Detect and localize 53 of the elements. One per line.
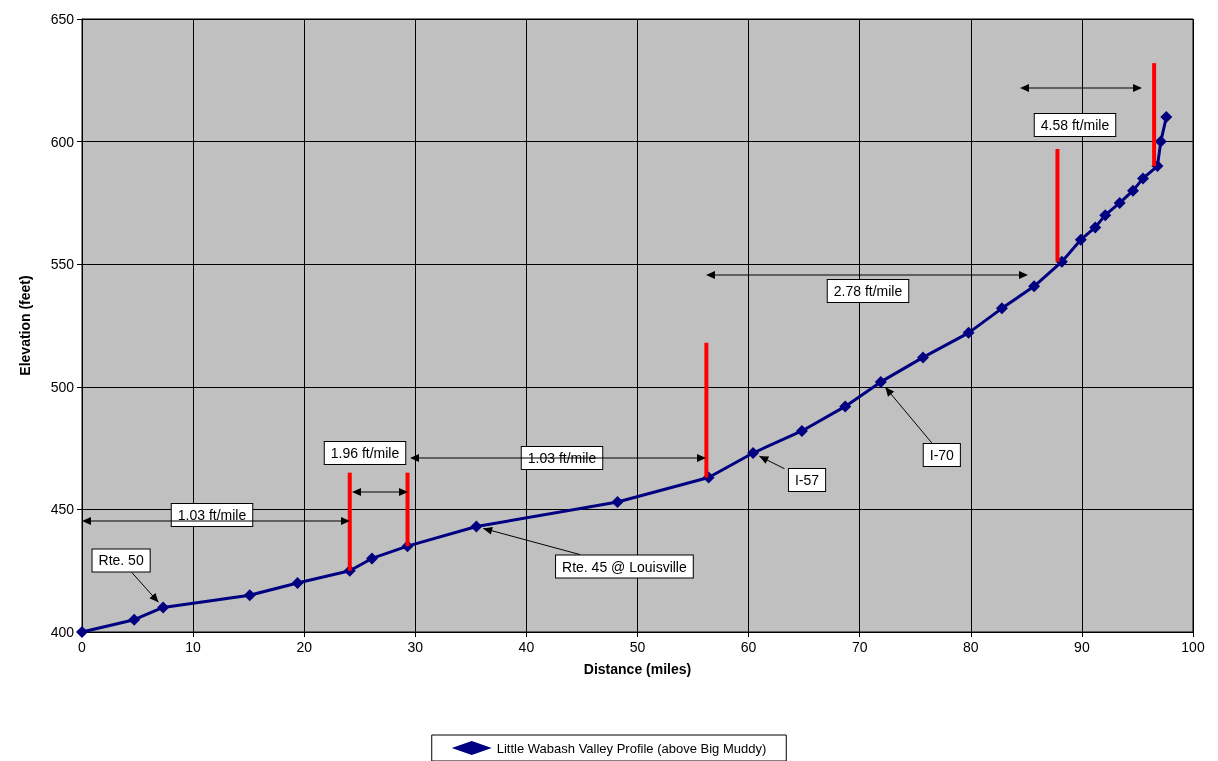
y-tick-label: 550	[50, 256, 75, 273]
y-tick-label: 400	[50, 624, 75, 640]
point	[795, 424, 808, 437]
point	[1113, 196, 1126, 209]
legend-label: Little Wabash Valley Profile (above Big Muddy)	[496, 740, 767, 756]
x-tick-label: 80	[963, 639, 979, 655]
x-tick-label: 40	[518, 639, 535, 655]
point	[917, 351, 930, 364]
point	[1127, 184, 1140, 197]
annotation: I-70	[929, 446, 955, 463]
x-tick-label: 70	[851, 639, 868, 655]
point	[1055, 255, 1068, 268]
point	[839, 400, 852, 413]
point	[291, 576, 304, 589]
point	[1137, 172, 1150, 185]
point	[470, 520, 483, 533]
point	[962, 326, 975, 339]
x-axis-title: Distance (miles)	[583, 661, 692, 677]
annotation: 4.58 ft/mile	[1040, 117, 1110, 133]
annotation: I-57	[794, 472, 820, 488]
annotation: 1.03 ft/mile	[527, 450, 597, 466]
point	[874, 375, 887, 388]
y-tick-label: 450	[50, 501, 75, 518]
y-axis-title: Elevation (feet)	[17, 275, 33, 376]
x-tick-label: 100	[1181, 639, 1205, 655]
point	[611, 496, 624, 509]
point	[1089, 221, 1102, 234]
point	[1160, 111, 1173, 124]
annotation: Rte. 50	[98, 552, 144, 569]
point	[1028, 280, 1041, 293]
x-tick-label: 30	[407, 639, 424, 655]
y-tick-label: 650	[50, 11, 75, 27]
point	[76, 626, 88, 638]
annotation: 1.03 ft/mile	[177, 507, 247, 523]
point	[995, 302, 1008, 315]
x-tick-label: 10	[185, 639, 202, 655]
point	[1074, 233, 1087, 246]
y-tick-label: 600	[50, 133, 75, 150]
point	[128, 613, 141, 626]
x-tick-label: 0	[78, 639, 87, 655]
x-tick-label: 60	[740, 639, 757, 655]
x-tick-label: 20	[296, 639, 313, 655]
point	[747, 447, 760, 459]
x-tick-label: 50	[629, 639, 646, 655]
annotation: 2.78 ft/mile	[833, 283, 903, 299]
annotation: 1.96 ft/mile	[330, 445, 400, 461]
point	[157, 601, 170, 614]
annotation: Rte. 45 @ Louisville	[562, 558, 687, 575]
point	[1099, 209, 1112, 222]
x-tick-label: 90	[1074, 639, 1090, 655]
point	[243, 589, 256, 602]
y-tick-label: 500	[50, 378, 75, 395]
point	[365, 552, 378, 565]
